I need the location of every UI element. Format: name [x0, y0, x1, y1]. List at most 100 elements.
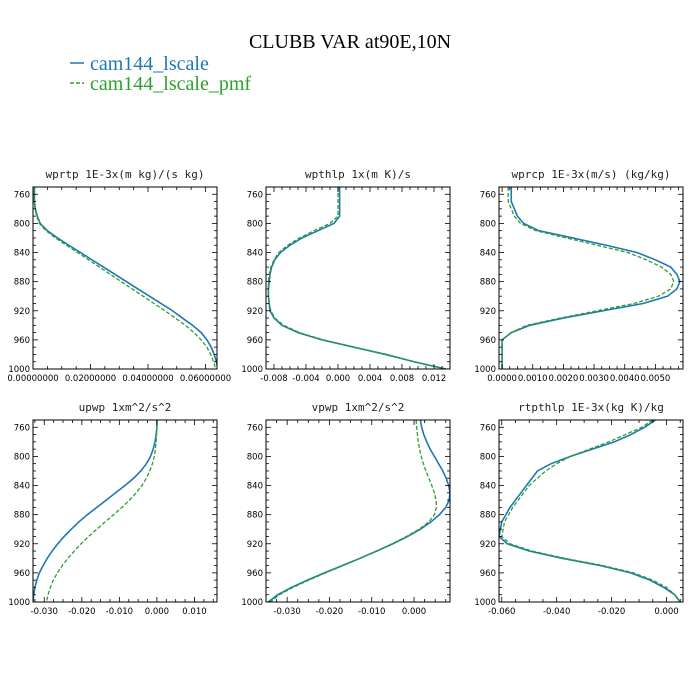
x-tick-label: 0.008 [390, 374, 414, 384]
y-tick-label: 800 [480, 219, 496, 229]
y-tick-label: 880 [247, 278, 263, 288]
y-tick-label: 760 [480, 423, 496, 433]
series-line-2 [45, 420, 158, 602]
chart-panels: wprtp 1E-3x(m kg)/(s kg) 760 800 840 880 920 9… [7, 168, 684, 617]
x-tick-label: -0.040 [543, 607, 570, 617]
x-tick-label: 0.000 [145, 607, 169, 617]
x-tick-label: 0.06000000 [180, 374, 231, 384]
x-tick-label: 0.010 [182, 607, 206, 617]
y-tick-label: 960 [14, 569, 30, 579]
panel-title: rtpthlp 1E-3x(kg K)/kg [518, 401, 664, 414]
y-tick-label: 800 [247, 219, 263, 229]
y-tick-label: 800 [247, 452, 263, 462]
y-tick-label: 800 [480, 452, 496, 462]
x-tick-label: -0.010 [106, 607, 133, 617]
chart-panel-6: rtpthlp 1E-3x(kg K)/kg 760 800 840 880 920 960… [474, 401, 684, 617]
series-line-2 [501, 420, 681, 602]
y-tick-label: 840 [247, 482, 263, 492]
x-tick-label: 0.000 [326, 374, 350, 384]
y-tick-label: 880 [480, 511, 496, 521]
y-tick-label: 880 [247, 511, 263, 521]
y-tick-label: 960 [480, 569, 496, 579]
y-tick-label: 760 [247, 423, 263, 433]
y-tick-label: 1000 [474, 598, 496, 608]
plot-frame [265, 419, 451, 603]
x-tick-label: -0.030 [31, 607, 58, 617]
plot-frame [32, 186, 218, 370]
panel-title: upwp 1xm^2/s^2 [79, 401, 172, 414]
y-tick-label: 920 [14, 540, 30, 550]
series-line-1 [501, 187, 681, 369]
y-tick-label: 800 [14, 219, 30, 229]
x-tick-label: 0.00000000 [7, 374, 58, 384]
y-tick-label: 800 [14, 452, 30, 462]
y-tick-label: 1000 [241, 365, 263, 375]
x-tick-label: 0.000 [402, 607, 426, 617]
chart-panel-2: wpthlp 1x(m K)/s7608008408809209601000-0… [241, 168, 451, 384]
legend-entry-1: cam144_lscale [90, 53, 209, 75]
series-line-2 [33, 187, 217, 369]
x-tick-label: -0.008 [260, 374, 287, 384]
y-tick-label: 880 [14, 511, 30, 521]
plot-frame [498, 186, 684, 370]
legend-entry-2: cam144_lscale_pmf [90, 73, 251, 95]
legend: cam144_lscale cam144_lscale_pmf [70, 53, 251, 95]
y-tick-label: 840 [480, 249, 496, 259]
y-tick-label: 960 [14, 336, 30, 346]
plot-frame [32, 419, 218, 603]
x-tick-label: -0.020 [316, 607, 343, 617]
x-tick-label: 0.0010 [518, 374, 548, 384]
x-tick-label: -0.004 [292, 374, 319, 384]
x-tick-label: -0.020 [68, 607, 95, 617]
series-line-1 [33, 187, 217, 369]
x-tick-label: -0.060 [488, 607, 515, 617]
series-line-2 [501, 187, 675, 369]
x-tick-label: -0.020 [598, 607, 625, 617]
figure-title: CLUBB VAR at90E,10N [249, 31, 451, 53]
y-tick-label: 920 [247, 540, 263, 550]
y-tick-label: 1000 [474, 365, 496, 375]
x-tick-label: 0.0020 [549, 374, 579, 384]
y-tick-label: 840 [14, 482, 30, 492]
series-line-2 [269, 420, 438, 602]
y-tick-label: 960 [247, 569, 263, 579]
y-tick-label: 840 [480, 482, 496, 492]
y-tick-label: 760 [14, 423, 30, 433]
panel-title: wprcp 1E-3x(m/s) (kg/kg) [512, 168, 671, 181]
y-tick-label: 880 [480, 278, 496, 288]
y-tick-label: 920 [480, 540, 496, 550]
x-tick-label: 0.012 [422, 374, 446, 384]
x-tick-label: 0.02000000 [65, 374, 116, 384]
x-tick-label: 0.000 [654, 607, 678, 617]
y-tick-label: 880 [14, 278, 30, 288]
series-line-1 [499, 420, 681, 602]
y-tick-label: 840 [14, 249, 30, 259]
plot-frame [265, 186, 451, 370]
series-line-1 [33, 420, 158, 602]
y-tick-label: 840 [247, 249, 263, 259]
y-tick-label: 920 [14, 307, 30, 317]
x-tick-label: -0.010 [358, 607, 385, 617]
panel-title: wpthlp 1x(m K)/s [305, 168, 411, 181]
x-tick-label: 0.04000000 [122, 374, 173, 384]
y-tick-label: 760 [480, 190, 496, 200]
series-line-2 [267, 187, 445, 369]
y-tick-label: 1000 [241, 598, 263, 608]
y-tick-label: 920 [247, 307, 263, 317]
y-tick-label: 760 [247, 190, 263, 200]
x-tick-label: -0.030 [273, 607, 300, 617]
y-tick-label: 960 [247, 336, 263, 346]
y-tick-label: 920 [480, 307, 496, 317]
chart-panel-1: wprtp 1E-3x(m kg)/(s kg) 760 800 840 880 920 9… [7, 168, 231, 384]
chart-panel-3: wprcp 1E-3x(m/s) (kg/kg) 760 800 840 880 920 9… [474, 168, 684, 384]
series-line-1 [267, 187, 447, 369]
x-tick-label: 0.0000 [487, 374, 517, 384]
x-tick-label: 0.0030 [579, 374, 609, 384]
y-tick-label: 1000 [8, 598, 30, 608]
chart-panel-4: upwp 1xm^2/s^27608008408809209601000-0.0… [8, 401, 218, 617]
plot-frame [498, 419, 684, 603]
y-tick-label: 760 [14, 190, 30, 200]
panel-title: vpwp 1xm^2/s^2 [312, 401, 405, 414]
panel-title: wprtp 1E-3x(m kg)/(s kg) [46, 168, 205, 181]
